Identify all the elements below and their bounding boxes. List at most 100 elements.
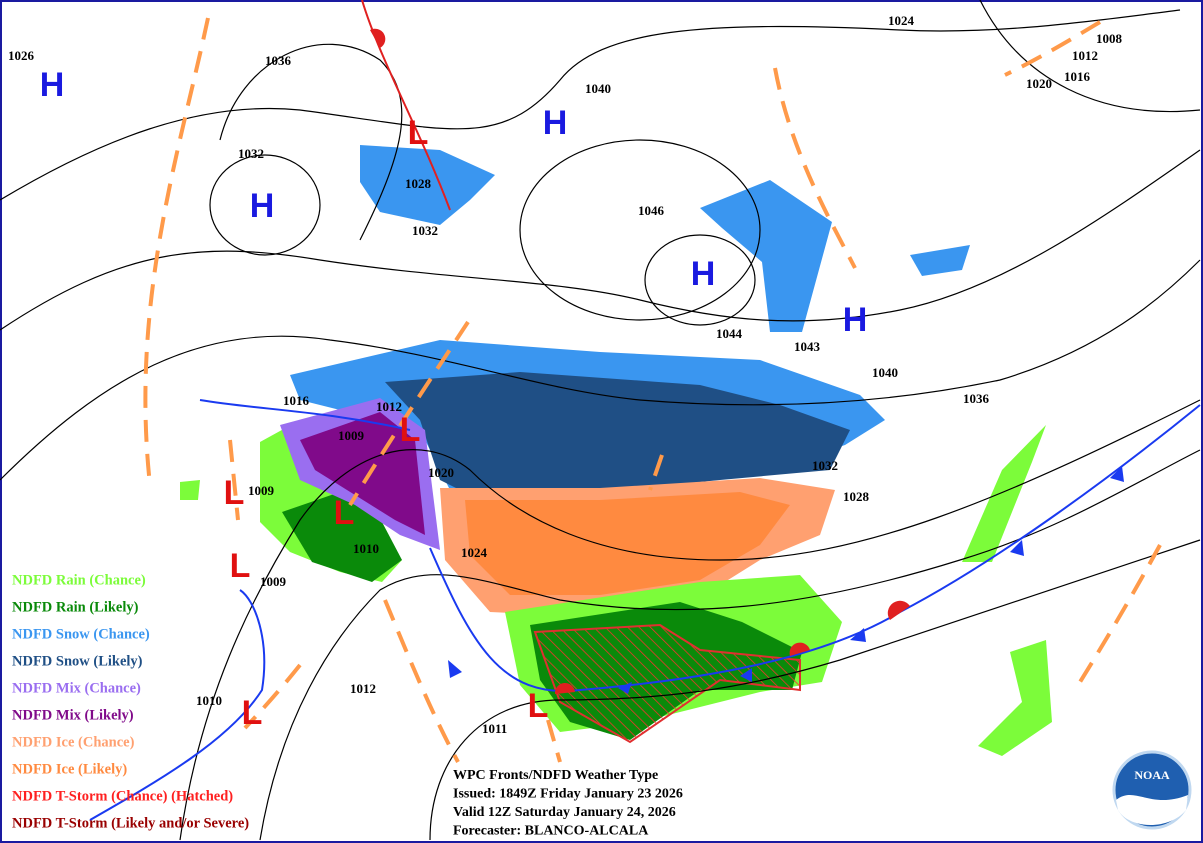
front-pip xyxy=(448,660,462,678)
isobar xyxy=(979,0,1201,113)
isobar xyxy=(259,449,1201,841)
isobar-label: 1009 xyxy=(248,483,275,498)
trough xyxy=(228,439,240,521)
high-pressure: H xyxy=(250,187,275,225)
rain-florida xyxy=(978,640,1052,756)
isobar-label: 1028 xyxy=(405,176,432,191)
isobar xyxy=(0,259,1201,481)
legend-entry: NDFD Mix (Chance) xyxy=(12,680,141,696)
isobar-label: 1044 xyxy=(716,326,743,341)
isobar xyxy=(519,139,761,321)
isobar-label: 1040 xyxy=(872,365,898,380)
front-pip xyxy=(850,628,866,642)
isobar-label: 1008 xyxy=(1096,31,1123,46)
isobar xyxy=(219,43,403,241)
isobar-label: 1009 xyxy=(338,428,365,443)
trough xyxy=(1004,20,1102,77)
front-pip xyxy=(887,600,910,620)
info-line: Issued: 1849Z Friday January 23 2026 xyxy=(453,787,683,802)
rain-likely-west xyxy=(282,492,402,582)
tstorm-chance xyxy=(533,623,801,744)
trough xyxy=(143,17,210,486)
front-pip xyxy=(789,642,810,656)
low-pressure: L xyxy=(334,494,355,532)
isobar-label: 1043 xyxy=(794,339,821,354)
info-line: Forecaster: BLANCO-ALCALA xyxy=(453,824,649,839)
front-pip xyxy=(554,682,575,694)
high-pressure: H xyxy=(543,104,568,142)
snow-montana xyxy=(360,145,495,225)
isobar-label: 1032 xyxy=(812,458,838,473)
legend-entry: NDFD T-Storm (Likely and/or Severe) xyxy=(12,815,249,831)
snow-new-york xyxy=(910,245,970,276)
troughs xyxy=(143,17,1162,763)
legend-entry: NDFD Rain (Chance) xyxy=(12,572,146,588)
snow-likely xyxy=(385,372,850,500)
legend-entry: NDFD Rain (Likely) xyxy=(12,599,139,615)
trough xyxy=(546,719,562,763)
isobar-label: 1032 xyxy=(238,146,264,161)
info-line: Valid 12Z Saturday January 24, 2026 xyxy=(453,805,676,820)
front-pip xyxy=(370,28,386,48)
trough xyxy=(648,454,664,491)
cold-front-rockies xyxy=(199,399,411,431)
isobar xyxy=(644,234,756,326)
low-pressure: L xyxy=(408,114,429,152)
rain-east-coast xyxy=(962,425,1046,562)
trough xyxy=(383,599,460,763)
trough xyxy=(348,320,470,507)
isobar xyxy=(209,154,321,256)
front-north xyxy=(361,0,451,211)
isobar-label: 1012 xyxy=(376,399,402,414)
isobar-label: 1010 xyxy=(353,541,379,556)
cold-front xyxy=(429,404,1201,693)
low-pressure: L xyxy=(242,694,263,732)
low-pressure: L xyxy=(400,411,421,449)
isobar-label: 1036 xyxy=(963,391,990,406)
isobar-label: 1046 xyxy=(638,203,665,218)
isobar-label: 1020 xyxy=(428,465,454,480)
isobar xyxy=(0,149,1201,331)
front-pip xyxy=(740,668,752,682)
logo-wave xyxy=(1116,795,1188,825)
info-line: WPC Fronts/NDFD Weather Type xyxy=(453,768,658,783)
isobar-label: 1010 xyxy=(196,693,222,708)
high-pressure: H xyxy=(843,301,868,339)
isobar-label: 1040 xyxy=(585,81,611,96)
front-pip xyxy=(1010,540,1024,556)
isobar xyxy=(0,9,1181,201)
low-pressure: L xyxy=(230,547,251,585)
isobar-label: 1020 xyxy=(1026,76,1052,91)
isobar-label: 1026 xyxy=(8,48,35,63)
cold-front-west xyxy=(89,589,266,821)
isobar-label: 1016 xyxy=(283,393,310,408)
legend-entry: NDFD Ice (Likely) xyxy=(12,761,127,777)
mix-likely xyxy=(300,412,425,535)
isobar xyxy=(179,399,1201,841)
low-pressure: L xyxy=(224,474,245,512)
trough xyxy=(1073,544,1162,692)
trough xyxy=(773,67,857,269)
trough xyxy=(243,663,302,730)
isobar-label: 1028 xyxy=(843,489,870,504)
high-pressure: H xyxy=(691,255,716,293)
front-pip xyxy=(618,682,632,694)
high-pressure: H xyxy=(40,66,65,104)
isobar-label: 1009 xyxy=(260,574,287,589)
isobar-label: 1024 xyxy=(461,545,488,560)
isobar-label: 1032 xyxy=(412,223,438,238)
noaa-logo: NOAA xyxy=(1112,750,1192,830)
precipitation xyxy=(180,145,1052,756)
labels: 1026 1036 1032 1028 1032 1040 1024 1012 1008 1020… xyxy=(8,13,1123,839)
fronts xyxy=(89,0,1201,821)
isobar-label: 1036 xyxy=(265,53,292,68)
low-pressure: L xyxy=(528,687,549,725)
legend-entry: NDFD T-Storm (Chance) (Hatched) xyxy=(12,788,233,804)
legend-entry: NDFD Mix (Likely) xyxy=(12,707,134,723)
logo-text: NOAA xyxy=(1134,768,1170,782)
ice-likely xyxy=(465,492,790,595)
front-pip xyxy=(1110,466,1124,482)
isobar-label: 1011 xyxy=(482,721,507,736)
